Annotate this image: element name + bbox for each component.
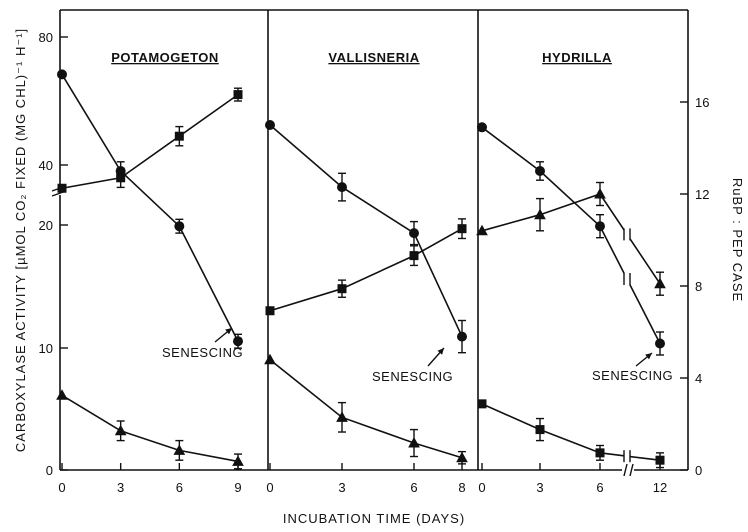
line-break-gap: [624, 450, 630, 463]
x-tick-label: 6: [410, 480, 417, 495]
series-line: [61, 73, 239, 342]
line-break-gap: [624, 272, 630, 285]
x-tick-label: 6: [176, 480, 183, 495]
circle-marker: [337, 182, 347, 193]
series-line: [61, 93, 239, 190]
panel-title: VALLISNERIA: [328, 50, 419, 65]
series-line: [61, 394, 239, 463]
triangle-marker: [56, 389, 68, 400]
panel-title: HYDRILLA: [542, 50, 612, 65]
senescing-arrow-head: [437, 348, 444, 355]
x-tick-label: 9: [234, 480, 241, 495]
series-circle: [265, 120, 467, 354]
left-tick-label: 10: [39, 341, 53, 356]
series-line: [481, 193, 661, 285]
circle-marker: [655, 338, 665, 349]
x-tick-label: 3: [536, 480, 543, 495]
triangle-marker: [456, 451, 468, 463]
triangle-marker: [264, 353, 276, 365]
square-marker: [535, 425, 545, 435]
senescing-label: SENESCING: [372, 369, 453, 384]
right-tick-label: 4: [695, 371, 702, 386]
left-tick-label: 40: [39, 158, 53, 173]
circle-marker: [595, 221, 605, 232]
square-marker: [233, 90, 243, 100]
series-triangle: [476, 181, 666, 296]
series-square: [477, 399, 665, 469]
right-tick-label: 12: [695, 187, 709, 202]
series-line: [269, 359, 463, 459]
right-tick-label: 8: [695, 279, 702, 294]
triangle-marker: [408, 437, 420, 448]
x-tick-label: 3: [117, 480, 124, 495]
triangle-marker: [173, 444, 186, 455]
square-marker: [174, 131, 184, 141]
x-tick-label: 0: [478, 480, 485, 495]
left-tick-label: 0: [46, 463, 53, 478]
panel-potamogeton: POTAMOGETON 0 3 6 9 SENESCING: [56, 50, 244, 495]
triangle-marker: [114, 424, 127, 436]
x-axis-title: INCUBATION TIME (DAYS): [283, 511, 465, 526]
right-axis-ticks: 0 4 8 12 16: [680, 95, 709, 478]
left-axis-title: CARBOXYLASE ACTIVITY [µMOL CO₂ FIXED (MG…: [13, 28, 28, 452]
square-marker: [116, 173, 126, 183]
series-triangle: [264, 353, 468, 465]
x-tick-label: 3: [338, 480, 345, 495]
right-tick-label: 16: [695, 95, 709, 110]
senescing-arrow-head: [225, 328, 232, 335]
panel-vallisneria: VALLISNERIA 0 3 6 8 SENESCING: [264, 50, 468, 495]
circle-marker: [233, 336, 243, 347]
circle-marker: [535, 166, 545, 176]
circle-marker: [265, 120, 275, 130]
left-tick-label: 20: [39, 218, 53, 233]
right-tick-label: 0: [695, 463, 702, 478]
right-axis-title: RuBP : PEP CASE: [730, 178, 745, 302]
circle-marker: [174, 221, 185, 232]
series-line: [481, 403, 661, 461]
series-circle: [477, 122, 665, 356]
square-marker: [595, 448, 605, 458]
triangle-marker: [232, 455, 244, 466]
x-tick-label: 0: [58, 480, 65, 495]
senescing-label: SENESCING: [592, 368, 673, 383]
series-line: [481, 126, 661, 344]
x-axis-break-mark: [629, 463, 634, 477]
circle-marker: [57, 69, 67, 80]
series-line: [269, 124, 463, 337]
senescing-label: SENESCING: [162, 345, 243, 360]
series-square: [265, 218, 467, 316]
triangle-marker: [654, 277, 666, 289]
circle-marker: [409, 228, 419, 239]
square-marker: [477, 399, 487, 409]
square-marker: [265, 306, 275, 316]
panels: POTAMOGETON 0 3 6 9 SENESCING VALLISNERIA 0 3 6 8 S…: [56, 50, 673, 495]
left-tick-label: 80: [39, 30, 53, 45]
x-axis-break-mark: [623, 463, 628, 477]
series-triangle: [56, 389, 244, 470]
left-axis-ticks: 0 10 20 40 80: [39, 30, 68, 478]
x-tick-label: 0: [266, 480, 273, 495]
senescing-arrow-head: [645, 353, 652, 360]
circle-marker: [457, 331, 467, 342]
triangle-marker: [594, 187, 606, 199]
triangle-marker: [336, 411, 348, 422]
square-marker: [337, 284, 347, 294]
panel-hydrilla: HYDRILLA 0 3 6 12 SENESCING: [476, 50, 673, 495]
series-square: [57, 87, 243, 193]
line-break-gap: [624, 228, 630, 241]
square-marker: [409, 251, 419, 261]
x-tick-label: 6: [596, 480, 603, 495]
x-tick-label: 8: [458, 480, 465, 495]
triangle-marker: [534, 208, 546, 220]
panel-title: POTAMOGETON: [111, 50, 219, 65]
x-tick-label: 12: [653, 480, 667, 495]
square-marker: [655, 455, 665, 465]
square-marker: [57, 183, 67, 193]
square-marker: [457, 224, 467, 234]
series-line: [269, 227, 463, 312]
triangle-marker: [476, 224, 488, 236]
circle-marker: [477, 122, 487, 133]
